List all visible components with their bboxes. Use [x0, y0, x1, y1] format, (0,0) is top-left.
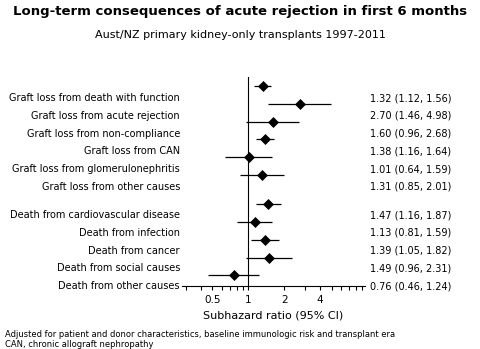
- Text: Death from other causes: Death from other causes: [59, 281, 180, 291]
- Text: Aust/NZ primary kidney-only transplants 1997-2011: Aust/NZ primary kidney-only transplants …: [95, 30, 385, 40]
- Text: 1.47 (1.16, 1.87): 1.47 (1.16, 1.87): [370, 210, 451, 220]
- Text: Death from cancer: Death from cancer: [88, 246, 180, 256]
- Text: 1.13 (0.81, 1.59): 1.13 (0.81, 1.59): [370, 228, 451, 238]
- Text: Graft loss from death with function: Graft loss from death with function: [9, 93, 180, 103]
- Text: Death from cardiovascular disease: Death from cardiovascular disease: [10, 210, 180, 220]
- Text: 2.70 (1.46, 4.98): 2.70 (1.46, 4.98): [370, 111, 451, 121]
- Text: 1.31 (0.85, 2.01): 1.31 (0.85, 2.01): [370, 182, 451, 192]
- Text: Graft loss from glomerulonephritis: Graft loss from glomerulonephritis: [12, 164, 180, 174]
- X-axis label: Subhazard ratio (95% CI): Subhazard ratio (95% CI): [204, 311, 344, 321]
- Text: Death from social causes: Death from social causes: [57, 263, 180, 273]
- Text: Adjusted for patient and donor characteristics, baseline immunologic risk and tr: Adjusted for patient and donor character…: [5, 330, 395, 339]
- Text: Graft loss from other causes: Graft loss from other causes: [42, 182, 180, 192]
- Text: 1.60 (0.96, 2.68): 1.60 (0.96, 2.68): [370, 128, 451, 139]
- Text: 1.49 (0.96, 2.31): 1.49 (0.96, 2.31): [370, 263, 451, 273]
- Text: Death from infection: Death from infection: [79, 228, 180, 238]
- Text: Long-term consequences of acute rejection in first 6 months: Long-term consequences of acute rejectio…: [13, 5, 467, 18]
- Text: 0.76 (0.46, 1.24): 0.76 (0.46, 1.24): [370, 281, 451, 291]
- Text: 1.32 (1.12, 1.56): 1.32 (1.12, 1.56): [370, 93, 451, 103]
- Text: Graft loss from acute rejection: Graft loss from acute rejection: [31, 111, 180, 121]
- Text: Graft loss from CAN: Graft loss from CAN: [84, 146, 180, 156]
- Text: 1.39 (1.05, 1.82): 1.39 (1.05, 1.82): [370, 246, 451, 256]
- Text: CAN, chronic allograft nephropathy: CAN, chronic allograft nephropathy: [5, 340, 153, 349]
- Text: 1.38 (1.16, 1.64): 1.38 (1.16, 1.64): [370, 146, 451, 156]
- Text: 1.01 (0.64, 1.59): 1.01 (0.64, 1.59): [370, 164, 451, 174]
- Text: Graft loss from non-compliance: Graft loss from non-compliance: [26, 128, 180, 139]
